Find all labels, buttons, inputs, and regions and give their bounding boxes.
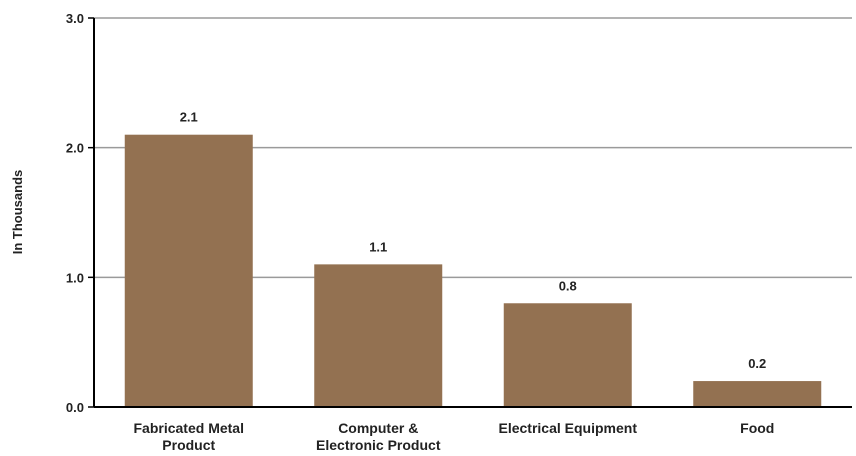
x-tick-label: Food (740, 420, 774, 436)
x-tick-label: Computer & Electronic Product (316, 420, 441, 453)
bar (124, 134, 253, 407)
axes (88, 17, 852, 408)
x-tick-label: Fabricated Metal Product (134, 420, 244, 453)
data-label: 2.1 (180, 110, 198, 125)
data-label: 0.2 (748, 356, 766, 371)
data-label: 0.8 (559, 278, 577, 293)
bar (693, 381, 822, 407)
y-tick-label: 2.0 (66, 141, 84, 156)
y-axis-label: In Thousands (10, 170, 25, 255)
y-tick-label: 3.0 (66, 11, 84, 26)
bar (314, 264, 443, 407)
bars (124, 134, 822, 407)
x-tick-label: Electrical Equipment (499, 420, 638, 436)
y-tick-labels: 0.0 1.0 2.0 3.0 (66, 11, 84, 415)
bar (503, 303, 632, 407)
data-label: 1.1 (369, 239, 387, 254)
data-labels: 2.1 1.1 0.8 0.2 (180, 110, 767, 371)
y-tick-label: 0.0 (66, 400, 84, 415)
x-tick-labels: Fabricated Metal Product Computer & Electro… (134, 420, 775, 453)
y-tick-label: 1.0 (66, 270, 84, 285)
